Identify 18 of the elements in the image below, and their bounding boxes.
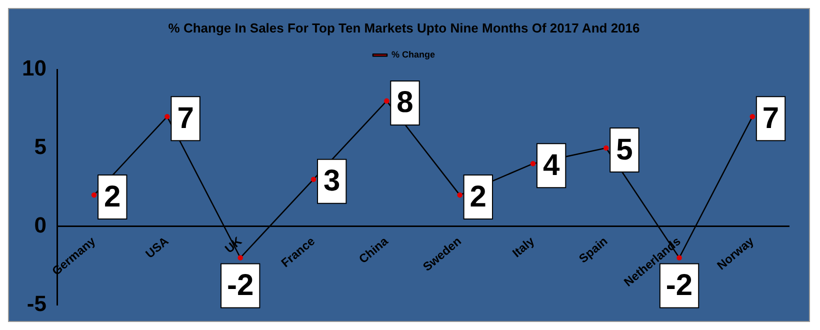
y-tick-label: 10 [22, 56, 46, 81]
data-label: 7 [762, 102, 780, 135]
chart-title: % Change In Sales For Top Ten Markets Upto Nine Months Of 2017 And 2016 [168, 20, 640, 36]
data-label: 2 [470, 180, 486, 214]
data-label: 4 [542, 148, 560, 182]
data-label: 5 [616, 133, 633, 166]
y-tick-label: 0 [34, 212, 46, 238]
data-label: 8 [396, 86, 414, 120]
y-tick-label: 5 [34, 134, 46, 160]
data-label: 2 [104, 180, 121, 214]
x-tick-label: Italy [510, 234, 538, 260]
x-tick-label: UK [222, 234, 245, 256]
x-tick-label: USA [142, 234, 172, 262]
data-label: 3 [324, 164, 340, 198]
data-label: -2 [227, 269, 254, 302]
y-tick-label: -5 [26, 290, 46, 316]
data-label: 7 [177, 102, 194, 135]
legend-label: % Change [391, 50, 436, 60]
